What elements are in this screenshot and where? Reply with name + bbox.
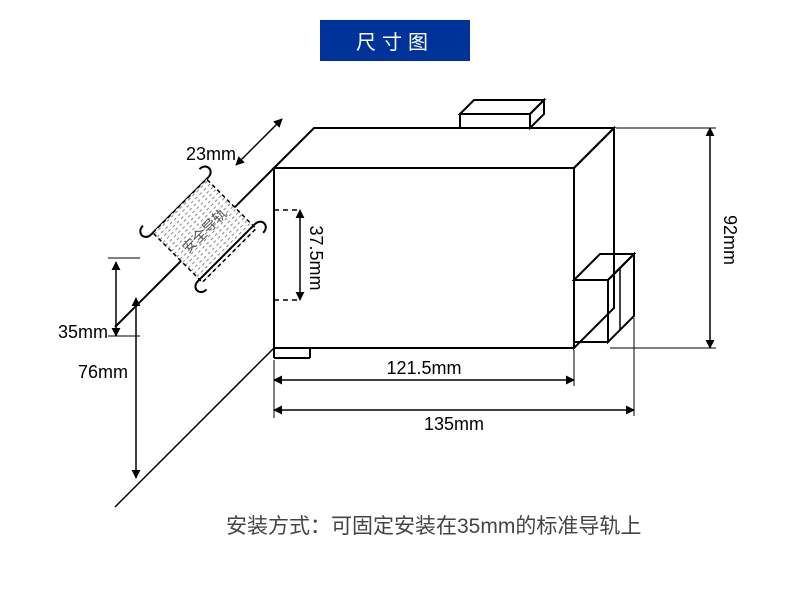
side-block-front	[574, 280, 608, 342]
body-top-face	[274, 128, 614, 168]
dimension-drawing: 安全导轨 23mm 37.5mm 35mm 76mm	[0, 0, 790, 589]
dim-35mm: 35mm	[58, 262, 116, 342]
dim-121-5mm: 121.5mm	[274, 350, 574, 418]
svg-text:37.5mm: 37.5mm	[306, 225, 326, 290]
left-depth-bot	[115, 348, 274, 507]
top-block-side	[530, 100, 544, 128]
svg-text:121.5mm: 121.5mm	[386, 358, 461, 378]
svg-text:76mm: 76mm	[78, 362, 128, 382]
dim-92mm: 92mm	[610, 128, 740, 348]
dim-23mm: 23mm	[186, 119, 282, 165]
side-block-top	[574, 254, 634, 280]
top-block-front	[460, 114, 530, 128]
dim-37-5mm: 37.5mm	[300, 210, 326, 300]
svg-text:135mm: 135mm	[424, 414, 484, 434]
svg-text:92mm: 92mm	[720, 215, 740, 265]
page: 尺寸图	[0, 0, 790, 589]
svg-text:23mm: 23mm	[186, 144, 236, 164]
svg-text:35mm: 35mm	[58, 322, 108, 342]
side-block-side	[608, 254, 634, 342]
install-note: 安装方式：可固定安装在35mm的标准导轨上	[226, 510, 641, 540]
rail-clip: 安全导轨	[138, 164, 269, 295]
